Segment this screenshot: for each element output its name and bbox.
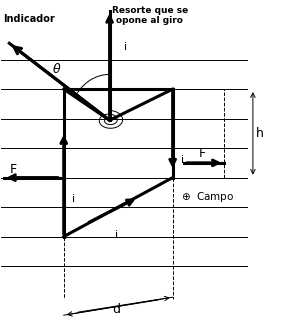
Text: F: F: [198, 146, 206, 160]
Text: i: i: [181, 155, 184, 164]
Text: i: i: [115, 230, 118, 240]
Text: d: d: [113, 303, 120, 316]
Text: Indicador: Indicador: [3, 14, 55, 24]
Text: i: i: [72, 194, 75, 204]
Text: F: F: [9, 163, 16, 176]
Text: $\theta$: $\theta$: [52, 63, 61, 77]
Text: Resorte que se
opone al giro: Resorte que se opone al giro: [112, 6, 188, 25]
Text: $\oplus$  Campo: $\oplus$ Campo: [181, 190, 235, 204]
Text: i: i: [124, 41, 127, 52]
Text: h: h: [256, 127, 264, 140]
